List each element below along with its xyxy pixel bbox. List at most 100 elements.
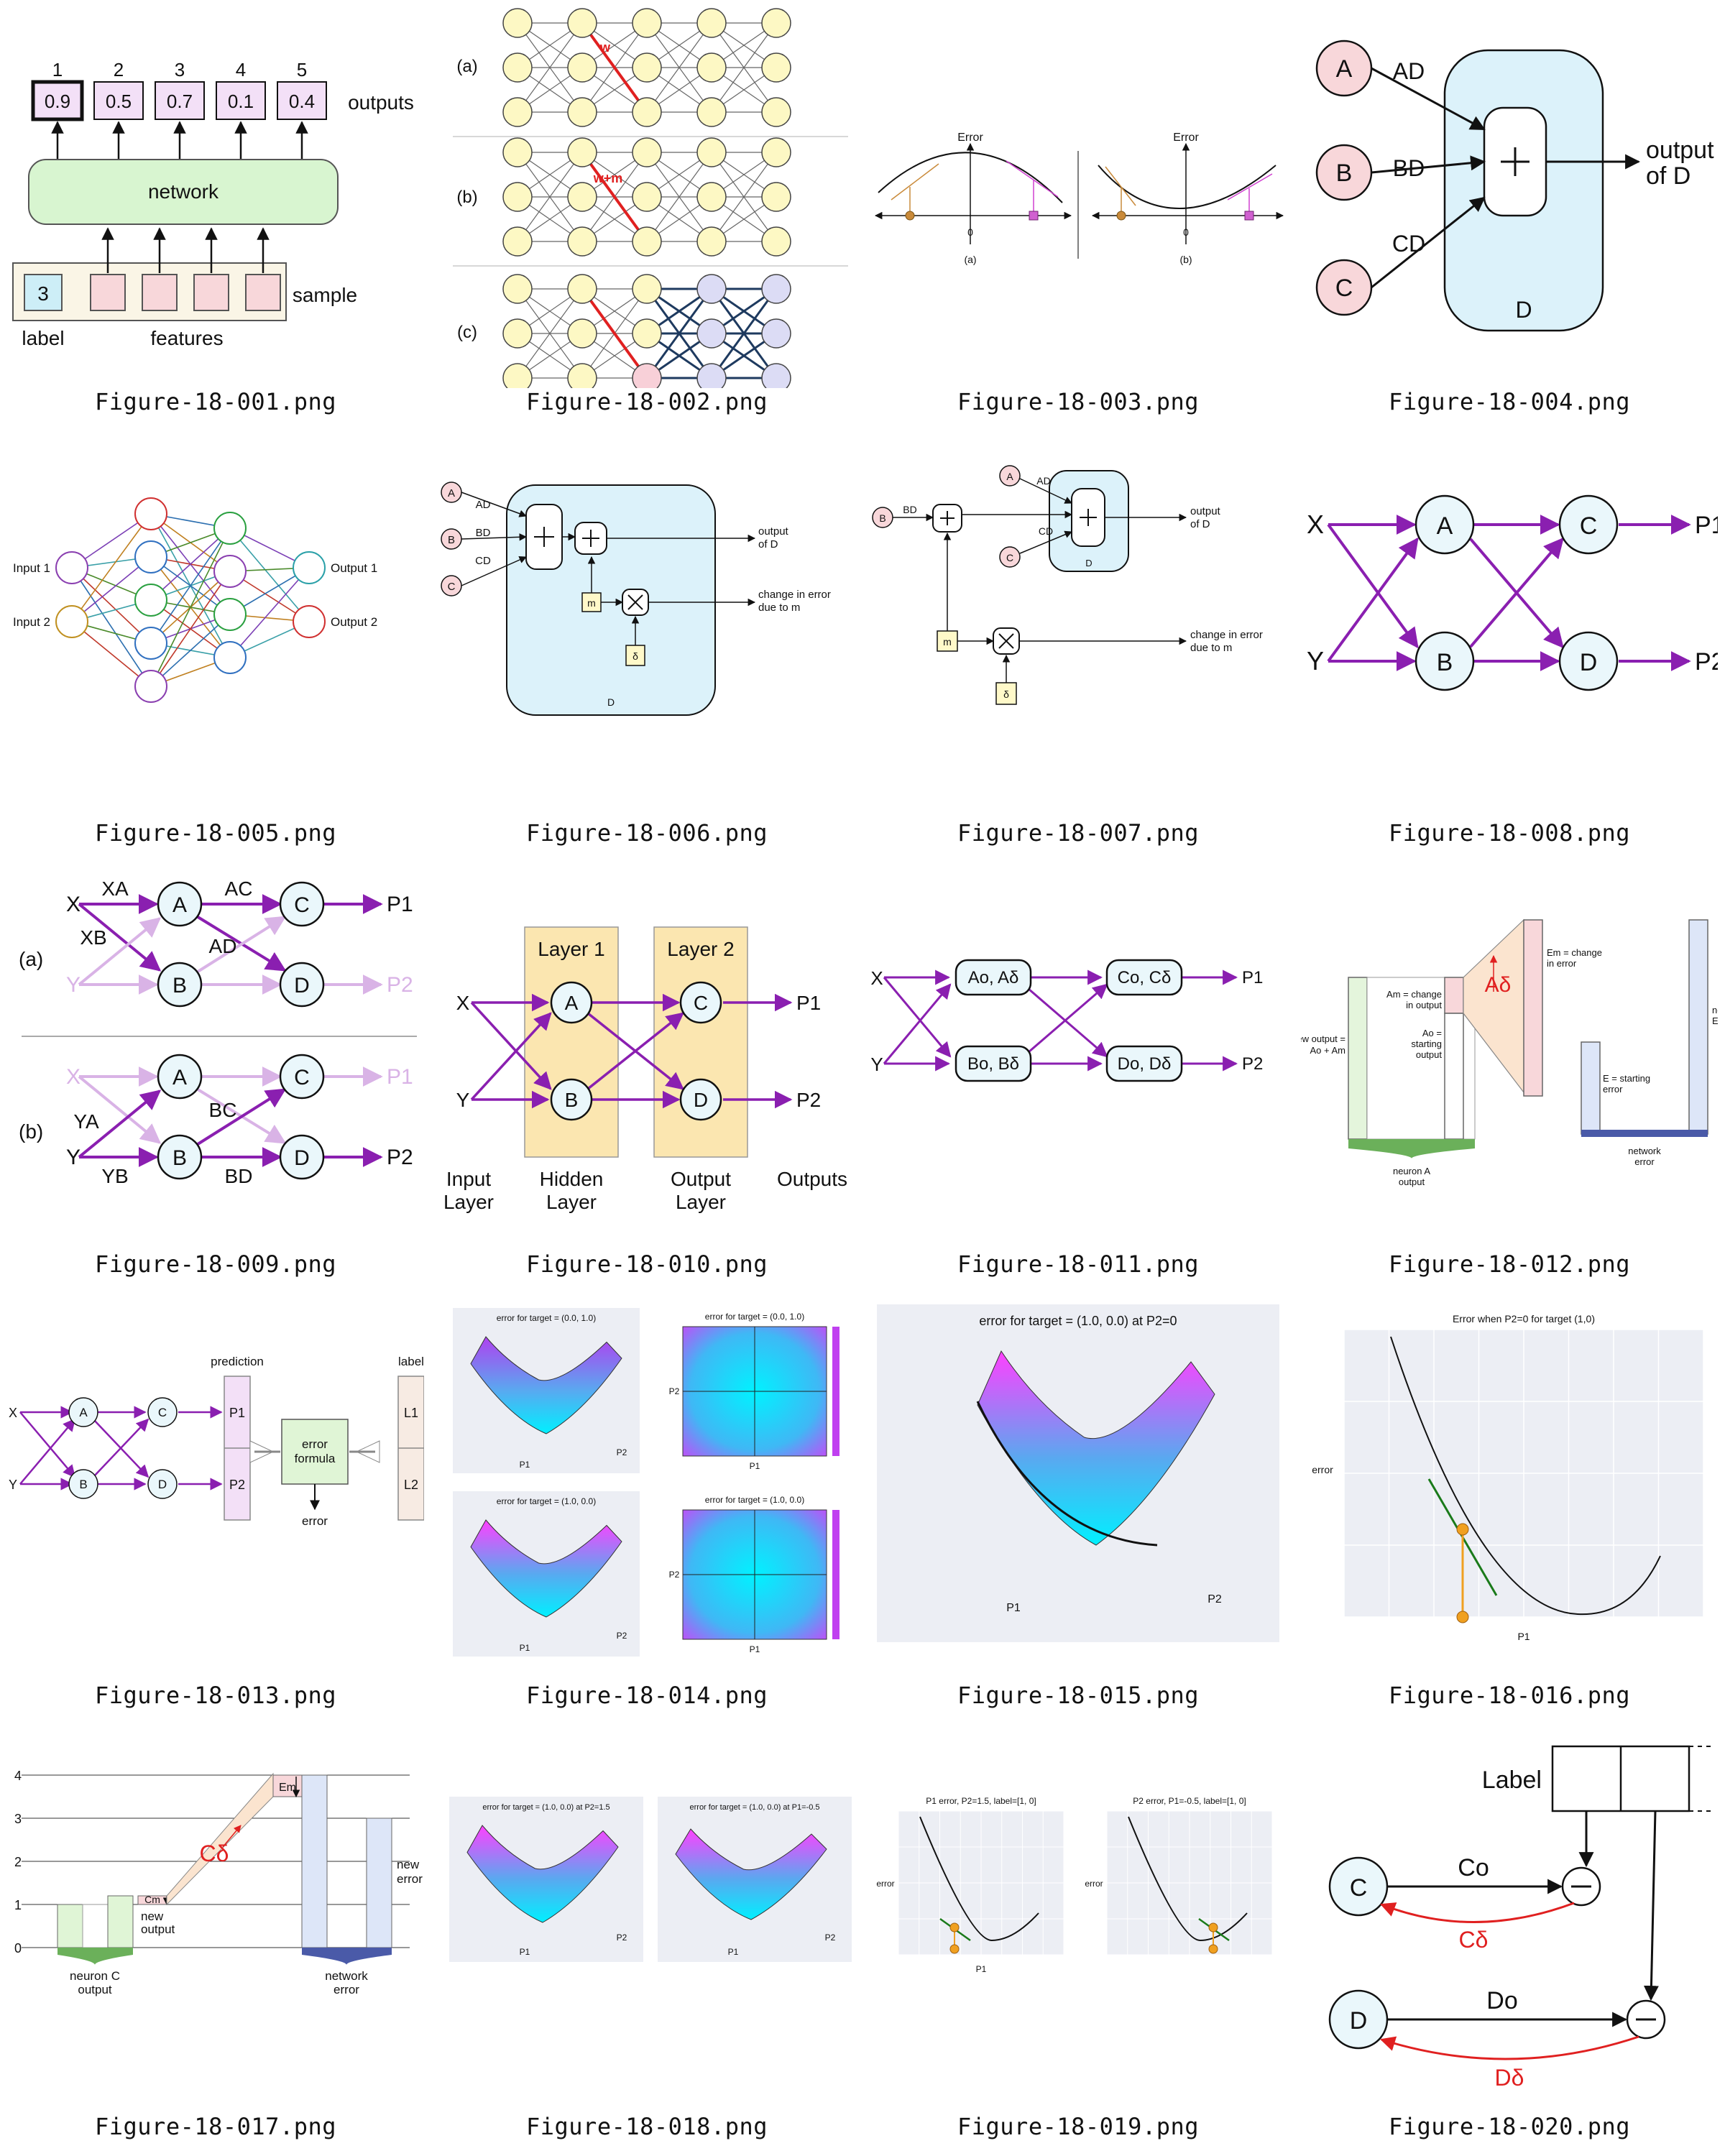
- figure-label: D: [1085, 558, 1092, 568]
- figure-label: P2: [1695, 648, 1718, 676]
- figure-filename[interactable]: Figure-18-006.png: [525, 819, 768, 847]
- figure-filename[interactable]: Figure-18-001.png: [94, 388, 336, 415]
- figure-thumbnail[interactable]: X Y A B C D P1 P2 Figure-18-008.png: [1294, 431, 1725, 862]
- figure-thumbnail[interactable]: error for target = (0.0, 1.0) P1 P2 error …: [431, 1294, 862, 1725]
- figure-filename[interactable]: Figure-18-005.png: [94, 819, 336, 847]
- figure-label: neuron A: [1393, 1166, 1430, 1176]
- figure-label: C: [448, 581, 456, 593]
- figure-thumbnail[interactable]: 1 0.9 2 0.5 3 0.7 4 0.1 5 0.4 outputs network 3 sampl…: [0, 0, 431, 431]
- figure-label: P2: [617, 1447, 627, 1457]
- figure-label: (a): [19, 948, 43, 970]
- figure-label: P2: [1242, 1054, 1263, 1074]
- figure-label: P2: [825, 1932, 836, 1943]
- figure-thumbnail[interactable]: Input 1 Input 2 Output 1 Output 2 Figure-18-…: [0, 431, 431, 862]
- figure-thumbnail[interactable]: P1 error, P2=1.5, label=[1, 0] P1 error P2 …: [862, 1725, 1294, 2156]
- figure-label: Cδ: [200, 1841, 229, 1866]
- figure-label: 5: [297, 59, 307, 80]
- figure-label: Input 1: [13, 561, 50, 575]
- figure-thumbnail[interactable]: Label C Co Cδ D Do Dδ Figure-18-020.png: [1294, 1725, 1725, 2156]
- figure-label: change in error: [758, 589, 831, 601]
- figure-filename[interactable]: Figure-18-011.png: [957, 1250, 1199, 1278]
- figure-label: error for target = (1.0, 0.0) at P1=-0.5: [690, 1803, 820, 1812]
- figure-label: A: [79, 1406, 88, 1419]
- figure-label: m: [943, 636, 952, 648]
- figure-thumbnail[interactable]: Error when P2=0 for target (1,0) error P1 F…: [1294, 1294, 1725, 1725]
- figure-label: 3: [14, 1812, 22, 1826]
- figure-label: P2: [617, 1631, 627, 1641]
- figure-label: BD: [903, 504, 916, 515]
- figure-label: 2: [114, 59, 124, 80]
- figure-filename[interactable]: Figure-18-017.png: [94, 2113, 336, 2140]
- figure-filename[interactable]: Figure-18-008.png: [1388, 819, 1630, 847]
- figure-filename[interactable]: Figure-18-012.png: [1388, 1250, 1630, 1278]
- figure-label: error: [1085, 1879, 1103, 1889]
- figure-filename[interactable]: Figure-18-018.png: [525, 2113, 768, 2140]
- figure-thumbnail[interactable]: Ao, Aδ Bo, Bδ Co, Cδ Do, Dδ X Y P1 P2 Figure-18-…: [862, 862, 1294, 1294]
- figure-label: output: [1190, 505, 1221, 517]
- figure-label: Y: [66, 1146, 80, 1169]
- figure-thumbnail[interactable]: X XA XB Y A B C D AC AD P1 P2 (a) X Y YA YB A B C D BC BD P1 P2(…: [0, 862, 431, 1294]
- figure-image: X XA XB Y A B C D AC AD P1 P2 (a) X Y YA YB A B C D BC BD P1 P2(…: [7, 870, 424, 1250]
- figure-label: error: [302, 1514, 328, 1528]
- figure-label: Em = change: [1547, 947, 1602, 958]
- figure-filename[interactable]: Figure-18-013.png: [94, 1682, 336, 1709]
- figure-label: X: [66, 893, 80, 916]
- figure-label: Cm: [144, 1894, 160, 1905]
- figure-label: formula: [295, 1452, 336, 1465]
- figure-label: A: [1437, 512, 1453, 540]
- figure-label: Co: [1458, 1854, 1489, 1881]
- figure-label: P1: [750, 1644, 760, 1654]
- figure-thumbnail[interactable]: (a) w (b) w+m (c) Figure-18-002.png: [431, 0, 862, 431]
- figure-label: error: [1312, 1464, 1333, 1475]
- figure-label: D: [294, 974, 310, 998]
- figure-filename[interactable]: Figure-18-016.png: [1388, 1682, 1630, 1709]
- figure-label: Hidden: [540, 1168, 604, 1190]
- figure-filename[interactable]: Figure-18-014.png: [525, 1682, 768, 1709]
- figure-label: output: [1416, 1049, 1443, 1060]
- figure-label: network: [148, 180, 219, 203]
- figure-label: C: [1335, 275, 1353, 302]
- figure-filename[interactable]: Figure-18-020.png: [1388, 2113, 1630, 2140]
- figure-label: neuron C: [70, 1969, 120, 1983]
- figure-filename[interactable]: Figure-18-007.png: [957, 819, 1199, 847]
- figure-label: due to m: [758, 602, 800, 614]
- figure-label: 0: [967, 226, 973, 238]
- figure-label: 3: [175, 59, 185, 80]
- figure-label: Dδ: [1495, 2065, 1524, 2091]
- figure-label: of D: [758, 538, 778, 550]
- figure-image: D A B C BD AD CD output of D m δ change in error due…: [870, 438, 1287, 819]
- figure-label: AD: [1393, 58, 1425, 84]
- figure-label: C: [1350, 1874, 1368, 1902]
- figure-label: P1: [387, 1065, 413, 1089]
- figure-label: in output: [1406, 1000, 1442, 1010]
- figure-diagram: X Y A B C D P1 P2: [1307, 494, 1718, 691]
- figure-filename[interactable]: Figure-18-002.png: [525, 388, 768, 415]
- figure-label: 1: [52, 59, 63, 80]
- figure-label: in error: [1547, 958, 1577, 969]
- figure-filename[interactable]: Figure-18-004.png: [1388, 388, 1630, 415]
- figure-thumbnail[interactable]: Layer 1 Layer 2 X Y A B C D P1 P2 Input Layer Hidden…: [431, 862, 862, 1294]
- figure-filename[interactable]: Figure-18-015.png: [957, 1682, 1199, 1709]
- figure-label: C: [1580, 512, 1598, 540]
- figure-filename[interactable]: Figure-18-003.png: [957, 388, 1199, 415]
- figure-label: (a): [964, 254, 976, 265]
- figure-thumbnail[interactable]: Error 0 (a) Error 0 (b) Figure-18-003.png: [862, 0, 1294, 431]
- figure-thumbnail[interactable]: error for target = (1.0, 0.0) at P2=1.5 …: [431, 1725, 862, 2156]
- figure-label: output: [78, 1983, 112, 1996]
- figure-label: Do: [1486, 1987, 1517, 2014]
- figure-diagram: P1 error, P2=1.5, label=[1, 0] P1 error P2 …: [876, 1796, 1273, 1974]
- figure-label: 0.7: [167, 91, 193, 112]
- figure-filename[interactable]: Figure-18-010.png: [525, 1250, 768, 1278]
- figure-filename[interactable]: Figure-18-009.png: [94, 1250, 336, 1278]
- figure-thumbnail[interactable]: D A B C BD AD CD output of D m δ change in error due…: [862, 431, 1294, 862]
- figure-filename[interactable]: Figure-18-019.png: [957, 2113, 1199, 2140]
- figure-label: Y: [66, 973, 80, 997]
- figure-label: B: [879, 512, 886, 524]
- figure-thumbnail[interactable]: error for target = (1.0, 0.0) at P2=0 P1…: [862, 1294, 1294, 1725]
